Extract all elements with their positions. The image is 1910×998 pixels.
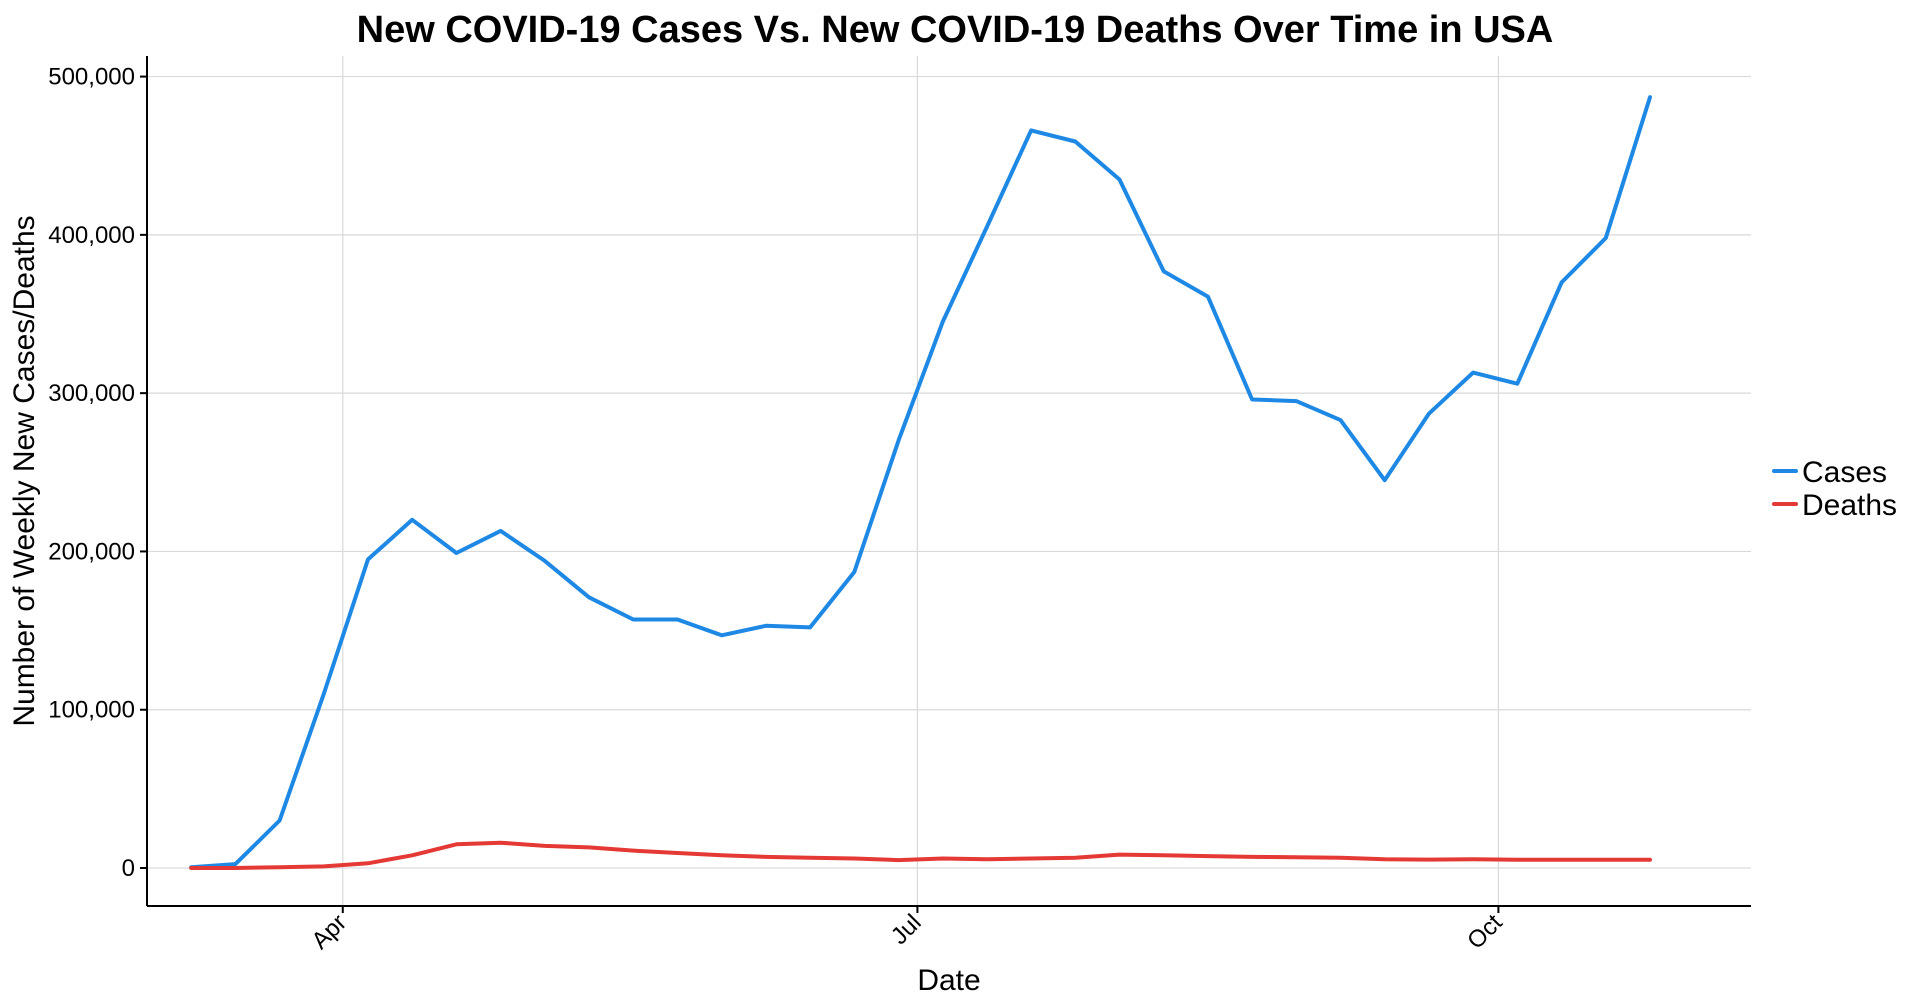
y-tick-label: 300,000 (48, 380, 135, 407)
axes (146, 56, 1751, 907)
grid-lines (147, 56, 1751, 906)
legend-label-cases: Cases (1802, 456, 1887, 489)
x-axis-title: Date (917, 964, 980, 997)
x-tick-label: Jul (886, 909, 927, 950)
y-axis-ticks: 0 100,000 200,000 300,000 400,000 500,000 (48, 64, 147, 882)
y-tick-label: 0 (122, 855, 135, 882)
series-line-deaths (189, 840, 1652, 870)
x-tick-label: Oct (1462, 909, 1508, 955)
y-tick-label: 200,000 (48, 538, 135, 565)
y-tick-label: 100,000 (48, 697, 135, 724)
y-tick-label: 500,000 (48, 64, 135, 91)
series-line-cases (189, 95, 1652, 870)
y-axis-title: Number of Weekly New Cases/Deaths (8, 215, 41, 726)
x-axis-ticks: Apr Jul Oct (306, 906, 1508, 955)
x-tick-label: Apr (306, 909, 352, 955)
y-tick-label: 400,000 (48, 222, 135, 249)
series-lines (189, 95, 1652, 870)
legend-label-deaths: Deaths (1802, 489, 1897, 522)
chart-title: New COVID-19 Cases Vs. New COVID-19 Deat… (357, 9, 1554, 51)
